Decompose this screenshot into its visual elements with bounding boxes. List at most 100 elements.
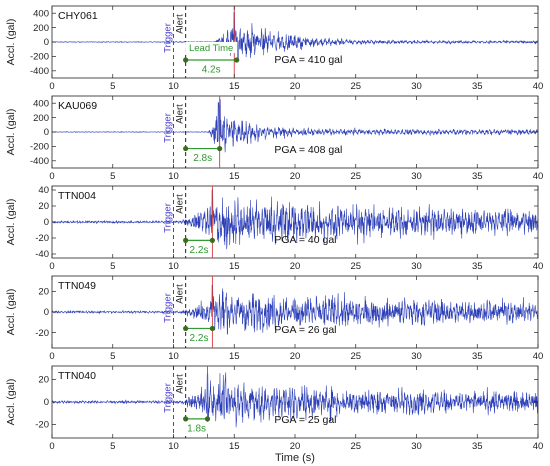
x-tick-label: 0 <box>49 351 54 362</box>
y-axis-label: Accl. (gal) <box>5 289 17 336</box>
y-tick-label: 20 <box>38 287 49 298</box>
y-tick-label: -200 <box>30 52 49 63</box>
y-tick-label: -20 <box>35 420 49 431</box>
y-tick-label: 0 <box>44 37 49 48</box>
station-label: CHY061 <box>58 10 98 22</box>
x-tick-label: 20 <box>290 351 301 362</box>
x-tick-label: 10 <box>168 351 179 362</box>
x-tick-label: 5 <box>110 441 115 452</box>
x-tick-label: 30 <box>411 81 422 92</box>
lead-time-end-marker <box>234 57 240 63</box>
trigger-label: Trigger <box>163 113 174 143</box>
x-tick-label: 20 <box>290 261 301 272</box>
x-tick-label: 35 <box>472 261 483 272</box>
pga-label: PGA = 408 gal <box>274 144 342 156</box>
x-tick-label: 20 <box>290 81 301 92</box>
x-tick-label: 5 <box>110 171 115 182</box>
trigger-label: Trigger <box>163 293 174 323</box>
panel-ttn040: Trigger Alert 1.8s TTN040 PGA = 25 gal 20 0-20… <box>5 365 544 452</box>
x-tick-label: 25 <box>350 171 361 182</box>
waveform-chy061 <box>52 12 538 61</box>
x-tick-label: 15 <box>229 171 240 182</box>
x-tick-label: 40 <box>533 441 544 452</box>
x-tick-label: 35 <box>472 351 483 362</box>
station-label: TTN004 <box>58 190 96 202</box>
x-tick-label: 15 <box>229 261 240 272</box>
x-tick-label: 5 <box>110 351 115 362</box>
y-tick-label: 0 <box>44 217 49 228</box>
x-tick-label: 0 <box>49 441 54 452</box>
y-tick-label: -400 <box>30 66 49 77</box>
x-tick-label: 20 <box>290 441 301 452</box>
x-tick-label: 25 <box>350 81 361 92</box>
lead-time-end-marker <box>209 237 215 243</box>
trigger-label: Trigger <box>163 203 174 233</box>
x-tick-label: 10 <box>168 81 179 92</box>
waveform-ttn049 <box>52 284 538 335</box>
x-tick-label: 0 <box>49 171 54 182</box>
x-tick-label: 10 <box>168 441 179 452</box>
alert-label: Alert <box>175 194 186 214</box>
lead-time-title: Lead Time <box>189 43 233 54</box>
alert-label: Alert <box>175 374 186 394</box>
x-tick-label: 35 <box>472 171 483 182</box>
x-tick-label: 15 <box>229 441 240 452</box>
station-label: TTN049 <box>58 280 96 292</box>
y-axis-label: Accl. (gal) <box>5 109 17 156</box>
y-tick-label: -20 <box>35 328 49 339</box>
station-label: TTN040 <box>58 370 96 382</box>
lead-time-title-bg <box>185 42 238 53</box>
y-tick-label: 200 <box>33 23 49 34</box>
alert-label: Alert <box>175 104 186 124</box>
alert-label: Alert <box>175 284 186 304</box>
panel-ttn049: Trigger Alert 2.2s TTN049 PGA = 26 gal 20 0 -20… <box>5 275 544 362</box>
station-label: KAU069 <box>58 100 97 112</box>
y-tick-label: 40 <box>38 185 49 196</box>
x-tick-label: 15 <box>229 351 240 362</box>
x-tick-label: 40 <box>533 171 544 182</box>
x-tick-label: 5 <box>110 81 115 92</box>
x-tick-label: 40 <box>533 261 544 272</box>
x-tick-label: 40 <box>533 351 544 362</box>
lead-time-value-bg <box>199 63 224 75</box>
x-tick-label: 35 <box>472 81 483 92</box>
lead-time-end-marker <box>209 325 215 332</box>
lead-time-value-bg <box>190 151 215 164</box>
lead-time-start-marker <box>183 237 189 243</box>
x-tick-label: 30 <box>411 261 422 272</box>
trigger-label: Trigger <box>163 23 174 53</box>
y-tick-label: 20 <box>38 375 49 386</box>
lead-time-start-marker <box>183 416 189 422</box>
lead-time-value: 4.2s <box>202 65 221 76</box>
pga-label: PGA = 25 gal <box>274 414 336 426</box>
x-tick-label: 5 <box>110 261 115 272</box>
x-tick-label: 20 <box>290 171 301 182</box>
lead-time-value-bg <box>184 421 209 434</box>
x-tick-label: 30 <box>411 171 422 182</box>
lead-time-start-marker <box>183 325 189 332</box>
x-tick-label: 10 <box>168 171 179 182</box>
lead-time-value-bg <box>187 331 212 344</box>
waveform-ttn040 <box>52 372 538 428</box>
x-tick-label: 25 <box>350 261 361 272</box>
waveform-ttn004 <box>52 189 538 250</box>
y-tick-label: -20 <box>35 233 49 244</box>
pga-label: PGA = 26 gal <box>274 324 336 336</box>
x-tick-label: 25 <box>350 351 361 362</box>
x-tick-label: 0 <box>49 81 54 92</box>
y-tick-label: 400 <box>33 8 49 19</box>
lead-time-value-bg <box>187 243 212 256</box>
waveform-kau069 <box>52 99 538 153</box>
lead-time-value: 2.2s <box>190 245 209 256</box>
y-axis-label: Accl. (gal) <box>5 199 17 246</box>
lead-time-value: 1.8s <box>187 423 206 434</box>
x-axis-label: Time (s) <box>275 452 315 464</box>
trigger-label: Trigger <box>163 383 174 413</box>
lead-time-value: 2.2s <box>190 333 209 344</box>
pga-label: PGA = 410 gal <box>274 54 342 66</box>
x-tick-label: 10 <box>168 261 179 272</box>
